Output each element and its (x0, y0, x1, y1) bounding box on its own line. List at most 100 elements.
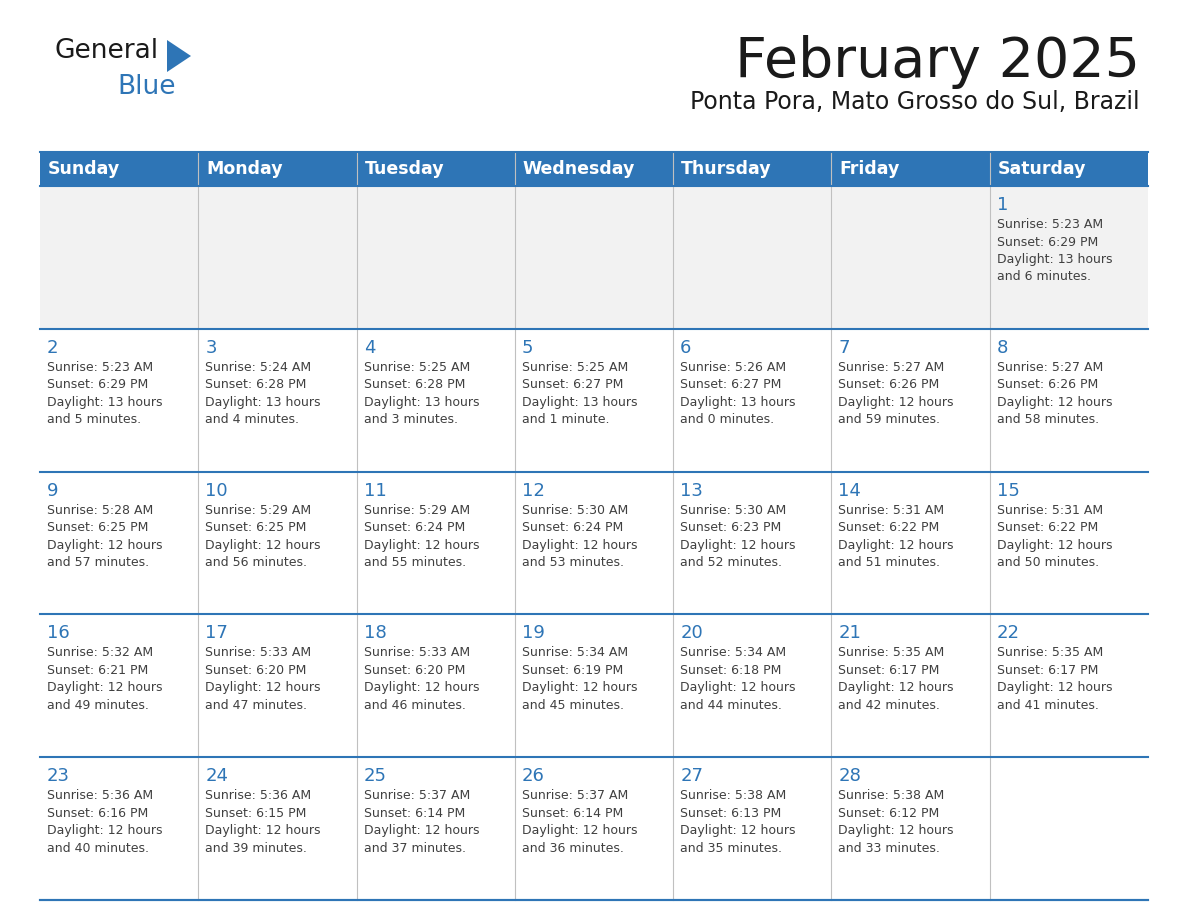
Text: 8: 8 (997, 339, 1009, 357)
Text: Sunset: 6:16 PM: Sunset: 6:16 PM (48, 807, 148, 820)
Text: Sunset: 6:20 PM: Sunset: 6:20 PM (364, 664, 465, 677)
Text: Sunset: 6:27 PM: Sunset: 6:27 PM (522, 378, 624, 391)
Text: Daylight: 12 hours: Daylight: 12 hours (839, 539, 954, 552)
Text: and 47 minutes.: and 47 minutes. (206, 699, 308, 711)
Text: Daylight: 13 hours: Daylight: 13 hours (48, 396, 163, 409)
Text: and 51 minutes.: and 51 minutes. (839, 556, 941, 569)
Text: Sunrise: 5:23 AM: Sunrise: 5:23 AM (48, 361, 153, 374)
Text: and 49 minutes.: and 49 minutes. (48, 699, 148, 711)
Text: Sunrise: 5:37 AM: Sunrise: 5:37 AM (364, 789, 469, 802)
Text: Sunset: 6:14 PM: Sunset: 6:14 PM (522, 807, 624, 820)
Text: Sunrise: 5:38 AM: Sunrise: 5:38 AM (839, 789, 944, 802)
Text: and 5 minutes.: and 5 minutes. (48, 413, 141, 426)
Text: Daylight: 12 hours: Daylight: 12 hours (48, 539, 163, 552)
Text: 1: 1 (997, 196, 1009, 214)
Text: 4: 4 (364, 339, 375, 357)
Text: Daylight: 12 hours: Daylight: 12 hours (206, 681, 321, 694)
Text: Sunrise: 5:33 AM: Sunrise: 5:33 AM (206, 646, 311, 659)
Text: Sunset: 6:26 PM: Sunset: 6:26 PM (839, 378, 940, 391)
Text: Sunrise: 5:30 AM: Sunrise: 5:30 AM (681, 504, 786, 517)
Text: Daylight: 13 hours: Daylight: 13 hours (364, 396, 479, 409)
Text: Sunset: 6:13 PM: Sunset: 6:13 PM (681, 807, 782, 820)
Text: and 52 minutes.: and 52 minutes. (681, 556, 782, 569)
Text: Sunset: 6:17 PM: Sunset: 6:17 PM (997, 664, 1098, 677)
Text: 24: 24 (206, 767, 228, 785)
Text: Daylight: 12 hours: Daylight: 12 hours (206, 539, 321, 552)
Text: and 41 minutes.: and 41 minutes. (997, 699, 1099, 711)
Text: 9: 9 (48, 482, 58, 499)
Text: and 40 minutes.: and 40 minutes. (48, 842, 148, 855)
Text: Daylight: 12 hours: Daylight: 12 hours (364, 539, 479, 552)
Text: and 37 minutes.: and 37 minutes. (364, 842, 466, 855)
Text: Daylight: 12 hours: Daylight: 12 hours (839, 681, 954, 694)
Text: 16: 16 (48, 624, 70, 643)
Text: Friday: Friday (840, 160, 899, 178)
Text: Sunset: 6:18 PM: Sunset: 6:18 PM (681, 664, 782, 677)
Text: and 58 minutes.: and 58 minutes. (997, 413, 1099, 426)
Text: and 46 minutes.: and 46 minutes. (364, 699, 466, 711)
Text: 11: 11 (364, 482, 386, 499)
Text: 6: 6 (681, 339, 691, 357)
Text: Daylight: 12 hours: Daylight: 12 hours (364, 681, 479, 694)
Text: and 50 minutes.: and 50 minutes. (997, 556, 1099, 569)
Text: Sunset: 6:14 PM: Sunset: 6:14 PM (364, 807, 465, 820)
Text: Sunset: 6:26 PM: Sunset: 6:26 PM (997, 378, 1098, 391)
Text: Sunrise: 5:26 AM: Sunrise: 5:26 AM (681, 361, 786, 374)
Text: and 3 minutes.: and 3 minutes. (364, 413, 457, 426)
Text: 15: 15 (997, 482, 1019, 499)
Text: Daylight: 12 hours: Daylight: 12 hours (681, 539, 796, 552)
Text: Sunset: 6:28 PM: Sunset: 6:28 PM (206, 378, 307, 391)
Text: and 35 minutes.: and 35 minutes. (681, 842, 782, 855)
Text: and 42 minutes.: and 42 minutes. (839, 699, 941, 711)
Text: Sunrise: 5:34 AM: Sunrise: 5:34 AM (522, 646, 628, 659)
Text: 28: 28 (839, 767, 861, 785)
Text: 19: 19 (522, 624, 545, 643)
Text: Daylight: 12 hours: Daylight: 12 hours (522, 681, 637, 694)
Text: Sunset: 6:17 PM: Sunset: 6:17 PM (839, 664, 940, 677)
Text: 2: 2 (48, 339, 58, 357)
Text: and 1 minute.: and 1 minute. (522, 413, 609, 426)
Text: Sunrise: 5:31 AM: Sunrise: 5:31 AM (997, 504, 1102, 517)
Text: Sunrise: 5:33 AM: Sunrise: 5:33 AM (364, 646, 469, 659)
Text: Sunset: 6:29 PM: Sunset: 6:29 PM (48, 378, 148, 391)
Text: Daylight: 13 hours: Daylight: 13 hours (681, 396, 796, 409)
Text: 18: 18 (364, 624, 386, 643)
Text: Sunrise: 5:38 AM: Sunrise: 5:38 AM (681, 789, 786, 802)
Text: 10: 10 (206, 482, 228, 499)
Text: and 6 minutes.: and 6 minutes. (997, 271, 1091, 284)
Text: Sunset: 6:15 PM: Sunset: 6:15 PM (206, 807, 307, 820)
Text: Daylight: 12 hours: Daylight: 12 hours (839, 824, 954, 837)
Text: Daylight: 13 hours: Daylight: 13 hours (206, 396, 321, 409)
Text: Tuesday: Tuesday (365, 160, 444, 178)
Text: 21: 21 (839, 624, 861, 643)
Text: and 4 minutes.: and 4 minutes. (206, 413, 299, 426)
Text: Saturday: Saturday (998, 160, 1086, 178)
Text: 12: 12 (522, 482, 545, 499)
Text: 25: 25 (364, 767, 386, 785)
Text: Sunrise: 5:28 AM: Sunrise: 5:28 AM (48, 504, 153, 517)
Text: Monday: Monday (207, 160, 283, 178)
Text: and 44 minutes.: and 44 minutes. (681, 699, 782, 711)
Text: Sunset: 6:23 PM: Sunset: 6:23 PM (681, 521, 782, 534)
Text: Sunrise: 5:24 AM: Sunrise: 5:24 AM (206, 361, 311, 374)
Text: Sunrise: 5:27 AM: Sunrise: 5:27 AM (997, 361, 1102, 374)
Text: and 57 minutes.: and 57 minutes. (48, 556, 150, 569)
Bar (40, 152, 1148, 186)
Text: Sunrise: 5:25 AM: Sunrise: 5:25 AM (364, 361, 469, 374)
Text: 5: 5 (522, 339, 533, 357)
Text: and 56 minutes.: and 56 minutes. (206, 556, 308, 569)
Text: Wednesday: Wednesday (523, 160, 636, 178)
Text: Thursday: Thursday (681, 160, 772, 178)
Text: Daylight: 12 hours: Daylight: 12 hours (681, 824, 796, 837)
Text: and 59 minutes.: and 59 minutes. (839, 413, 941, 426)
Text: Daylight: 12 hours: Daylight: 12 hours (997, 396, 1112, 409)
Text: and 0 minutes.: and 0 minutes. (681, 413, 775, 426)
Text: Daylight: 12 hours: Daylight: 12 hours (839, 396, 954, 409)
Text: Sunrise: 5:27 AM: Sunrise: 5:27 AM (839, 361, 944, 374)
Text: Daylight: 12 hours: Daylight: 12 hours (522, 539, 637, 552)
Text: General: General (55, 38, 159, 64)
Text: Sunrise: 5:32 AM: Sunrise: 5:32 AM (48, 646, 153, 659)
Text: Sunday: Sunday (48, 160, 120, 178)
Text: and 53 minutes.: and 53 minutes. (522, 556, 624, 569)
Text: Sunset: 6:29 PM: Sunset: 6:29 PM (997, 236, 1098, 249)
